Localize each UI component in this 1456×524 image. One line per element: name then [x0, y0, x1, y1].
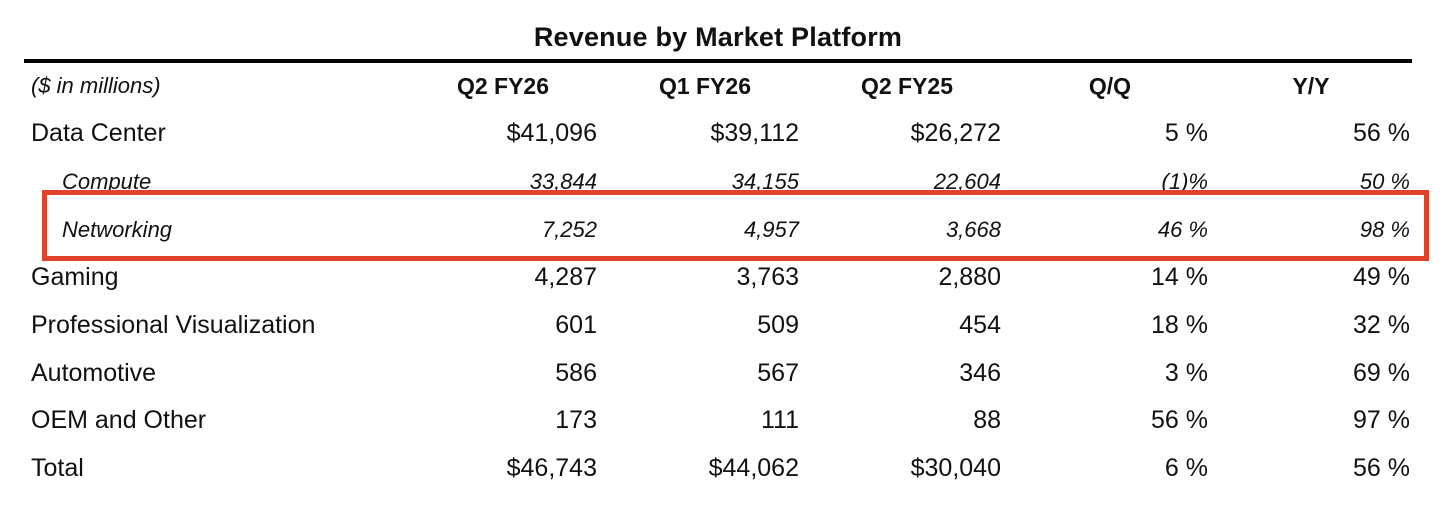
table-row-gaming: Gaming 4,287 3,763 2,880 14 % 49 %: [0, 253, 1456, 301]
row-label: Data Center: [31, 119, 166, 147]
cell-q2-fy26: 173: [555, 406, 597, 434]
row-label: Total: [31, 454, 84, 482]
cell-q2-fy25: 88: [973, 406, 1001, 434]
cell-qoq: 56 %: [1151, 406, 1208, 434]
column-header-q1-fy26: Q1 FY26: [658, 73, 752, 99]
table-title: Revenue by Market Platform: [533, 22, 903, 52]
cell-q2-fy25: $26,272: [910, 119, 1001, 147]
cell-q2-fy26: 33,844: [529, 169, 597, 194]
cell-qoq: 14 %: [1151, 263, 1208, 291]
cell-q2-fy25: 346: [959, 359, 1001, 387]
cell-yoy: 56 %: [1353, 454, 1410, 482]
cell-qoq: 6 %: [1164, 454, 1208, 482]
cell-q2-fy26: 586: [555, 359, 597, 387]
table-row-compute: Compute 33,844 34,155 22,604 (1)% 50 %: [0, 158, 1456, 206]
row-label: Compute: [62, 169, 152, 194]
column-header-qoq: Q/Q: [1088, 73, 1132, 99]
cell-qoq: 3 %: [1164, 359, 1208, 387]
cell-qoq: 5 %: [1164, 119, 1208, 147]
cell-yoy: 97 %: [1353, 406, 1410, 434]
row-label: Professional Visualization: [31, 311, 316, 339]
cell-yoy: 56 %: [1353, 119, 1410, 147]
table-row-data-center: Data Center $41,096 $39,112 $26,272 5 % …: [0, 109, 1456, 157]
cell-qoq: 46 %: [1157, 217, 1208, 242]
row-label: OEM and Other: [31, 406, 207, 434]
cell-yoy: 50 %: [1359, 169, 1410, 194]
cell-q2-fy25: 454: [959, 311, 1001, 339]
cell-q1-fy26: $39,112: [710, 119, 799, 147]
table-row-automotive: Automotive 586 567 346 3 % 69 %: [0, 349, 1456, 397]
table-row-professional-visualization: Professional Visualization 601 509 454 1…: [0, 301, 1456, 349]
cell-q2-fy26: 7,252: [541, 217, 597, 242]
column-header-q2-fy25: Q2 FY25: [860, 73, 954, 99]
row-label: Gaming: [31, 263, 119, 291]
table-row-networking: Networking 7,252 4,957 3,668 46 % 98 %: [0, 206, 1456, 254]
cell-yoy: 32 %: [1353, 311, 1410, 339]
cell-qoq: (1)%: [1161, 169, 1208, 194]
cell-q2-fy25: 22,604: [933, 169, 1001, 194]
cell-q1-fy26: $44,062: [708, 454, 799, 482]
cell-q2-fy25: $30,040: [910, 454, 1001, 482]
cell-q2-fy25: 2,880: [938, 263, 1001, 291]
row-label: Automotive: [31, 359, 157, 387]
cell-q1-fy26: 509: [757, 311, 799, 339]
cell-yoy: 69 %: [1353, 359, 1410, 387]
cell-q2-fy26: 4,287: [534, 263, 597, 291]
column-header-q2-fy26: Q2 FY26: [456, 73, 550, 99]
cell-q1-fy26: 3,763: [736, 263, 799, 291]
cell-q1-fy26: 4,957: [743, 217, 799, 242]
table-row-total: Total $46,743 $44,062 $30,040 6 % 56 %: [0, 444, 1456, 492]
cell-q2-fy26: 601: [555, 311, 597, 339]
cell-q1-fy26: 111: [760, 406, 799, 434]
column-header-yoy: Y/Y: [1292, 73, 1330, 99]
cell-q2-fy26: $41,096: [506, 119, 597, 147]
unit-label: ($ in millions): [31, 73, 161, 98]
table-header-row: ($ in millions) Q2 FY26 Q1 FY26 Q2 FY25 …: [0, 62, 1456, 110]
networking-highlight-box: [42, 190, 1429, 261]
cell-q1-fy26: 34,155: [731, 169, 799, 194]
cell-q1-fy26: 567: [757, 359, 799, 387]
cell-q2-fy25: 3,668: [945, 217, 1001, 242]
cell-yoy: 98 %: [1359, 217, 1410, 242]
table-row-oem-and-other: OEM and Other 173 111 88 56 % 97 %: [0, 396, 1456, 444]
cell-q2-fy26: $46,743: [506, 454, 597, 482]
cell-yoy: 49 %: [1353, 263, 1410, 291]
title-divider: [24, 59, 1412, 63]
row-label: Networking: [62, 217, 173, 242]
cell-qoq: 18 %: [1151, 311, 1208, 339]
